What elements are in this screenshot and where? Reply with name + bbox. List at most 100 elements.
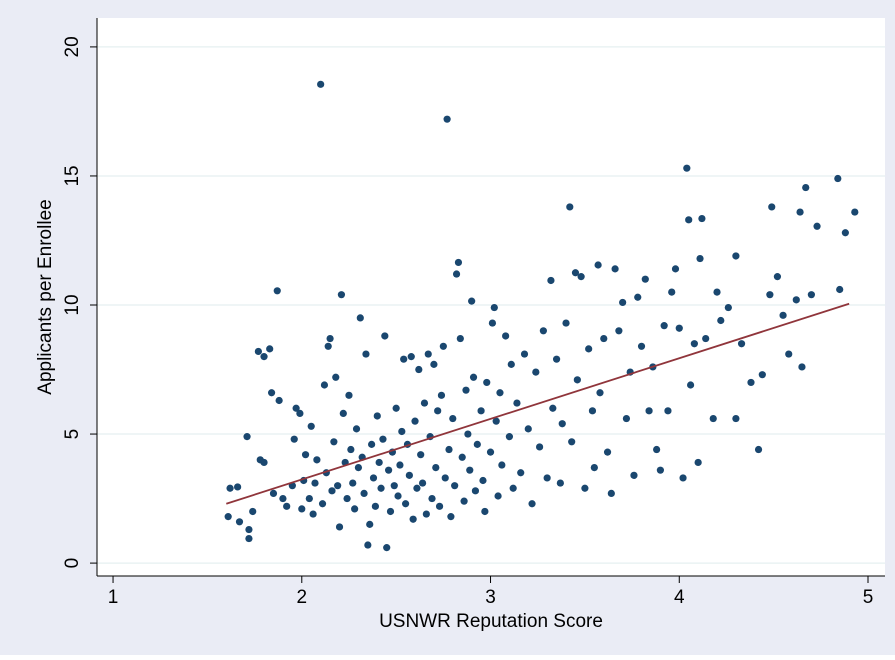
- point: [581, 484, 589, 492]
- point: [379, 435, 387, 443]
- point: [328, 487, 336, 495]
- point: [351, 505, 359, 513]
- point: [702, 334, 710, 343]
- point: [290, 435, 298, 443]
- point: [430, 360, 438, 368]
- point: [611, 265, 619, 273]
- point: [668, 288, 676, 296]
- point: [641, 275, 649, 283]
- point: [330, 438, 338, 446]
- point: [428, 494, 436, 503]
- point: [690, 340, 698, 348]
- fit-line: [226, 302, 850, 505]
- point: [445, 445, 453, 454]
- point: [596, 389, 604, 397]
- point: [468, 297, 476, 305]
- point: [798, 363, 806, 371]
- point: [615, 327, 623, 335]
- point: [447, 513, 455, 521]
- y-axis-label: Applicants per Enrollee: [35, 199, 56, 394]
- point: [456, 334, 464, 343]
- point: [568, 438, 576, 446]
- point: [441, 474, 449, 482]
- point: [717, 316, 725, 325]
- x-tick-label: 4: [674, 587, 685, 608]
- point: [245, 534, 253, 543]
- point: [458, 453, 466, 461]
- point: [520, 350, 529, 358]
- point: [317, 80, 325, 88]
- point: [664, 407, 672, 415]
- point: [349, 479, 357, 487]
- point: [709, 414, 717, 423]
- point: [732, 252, 740, 260]
- point: [334, 482, 342, 490]
- point: [477, 407, 485, 415]
- point: [296, 409, 304, 418]
- point: [754, 445, 763, 454]
- point: [528, 500, 536, 508]
- point: [792, 296, 800, 304]
- point: [660, 322, 668, 330]
- point: [645, 407, 653, 415]
- x-axis-label: USNWR Reputation Score: [379, 611, 603, 632]
- point: [420, 399, 429, 407]
- point: [807, 291, 815, 299]
- point: [417, 451, 425, 459]
- point: [226, 484, 234, 492]
- y-tick-label: 20: [62, 36, 83, 57]
- point: [466, 466, 474, 474]
- point: [496, 389, 504, 397]
- point: [460, 497, 468, 505]
- point: [326, 334, 334, 343]
- point: [630, 471, 638, 479]
- point: [275, 396, 283, 405]
- point: [536, 443, 544, 451]
- point: [356, 314, 364, 322]
- point: [552, 355, 561, 363]
- point: [269, 489, 278, 498]
- point: [335, 523, 344, 531]
- point: [415, 365, 423, 374]
- point: [339, 409, 347, 418]
- point: [437, 391, 446, 399]
- point: [532, 368, 540, 376]
- point: [637, 342, 646, 350]
- point: [683, 164, 691, 172]
- x-tick-label: 1: [108, 587, 119, 608]
- point: [390, 482, 398, 490]
- point: [452, 270, 461, 278]
- point: [337, 291, 346, 299]
- x-tick-label: 3: [485, 587, 496, 608]
- point: [381, 332, 389, 340]
- point: [571, 269, 580, 277]
- point: [234, 483, 242, 491]
- point: [383, 544, 391, 552]
- point: [785, 350, 793, 358]
- point: [377, 484, 385, 492]
- point: [352, 425, 361, 433]
- point: [243, 433, 251, 441]
- point: [600, 334, 608, 343]
- point: [434, 407, 442, 415]
- point: [766, 291, 774, 299]
- point: [249, 507, 257, 516]
- point: [679, 474, 687, 482]
- point: [796, 208, 804, 216]
- point: [486, 448, 495, 456]
- point: [324, 342, 332, 350]
- point: [494, 492, 502, 500]
- point: [260, 353, 268, 361]
- y-tick-label: 5: [62, 429, 83, 440]
- point: [401, 500, 410, 508]
- point: [283, 502, 291, 510]
- y-tick-label: 15: [62, 165, 83, 186]
- point: [768, 203, 776, 211]
- point: [386, 507, 395, 516]
- point: [279, 494, 287, 503]
- point: [368, 440, 376, 448]
- point: [836, 285, 844, 294]
- point: [685, 216, 693, 224]
- point: [724, 303, 732, 312]
- point: [469, 373, 478, 381]
